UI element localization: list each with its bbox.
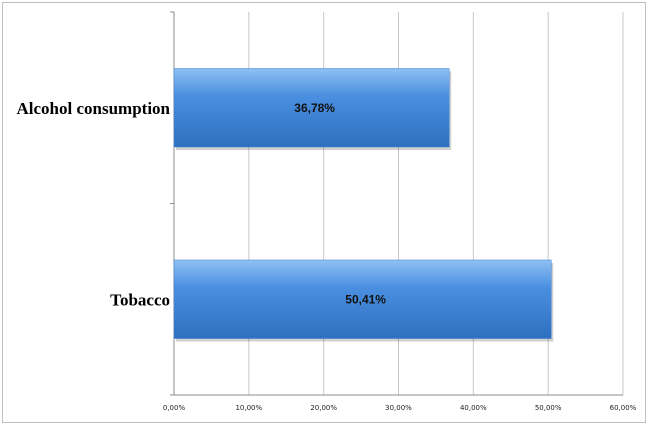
- bar-layer: [173, 68, 554, 342]
- x-tick-label: 60,00%: [610, 404, 637, 412]
- axis-layer: 0,00% 10,00% 20,00% 30,00% 40,00% 50,00% 60,00…: [163, 11, 637, 412]
- x-tick-label: 10,00%: [235, 404, 262, 412]
- x-tick-label: 30,00%: [385, 404, 412, 412]
- data-label: 36,78%: [294, 101, 335, 115]
- x-tick-label: 50,00%: [535, 404, 562, 412]
- category-label: Tobacco: [110, 290, 170, 309]
- x-tick-label: 40,00%: [460, 404, 487, 412]
- category-label: Alcohol consumption: [17, 99, 171, 118]
- data-label: 50,41%: [345, 292, 386, 306]
- x-tick-label: 0,00%: [163, 404, 186, 412]
- label-layer: 36,78% Alcohol consumption 50,41% Tobacco: [17, 99, 387, 310]
- bar: [173, 259, 552, 339]
- bar: [173, 68, 450, 148]
- x-tick-label: 20,00%: [310, 404, 337, 412]
